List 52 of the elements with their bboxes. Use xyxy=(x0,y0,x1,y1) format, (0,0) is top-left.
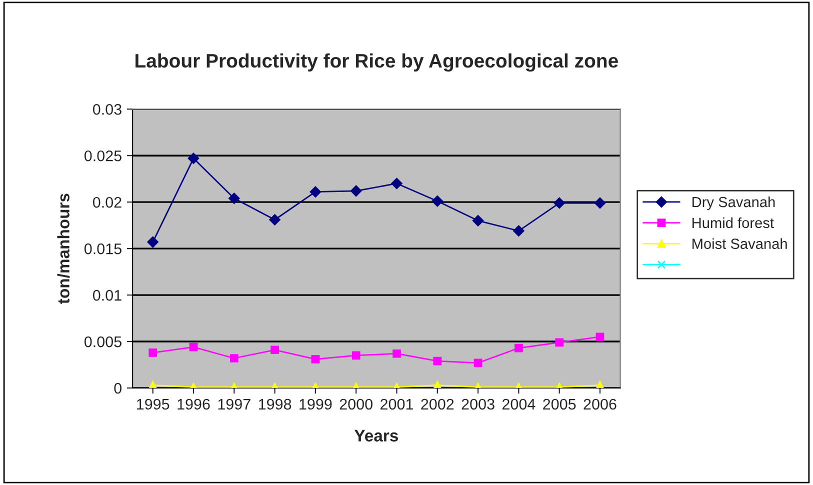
x-tick-label: 2006 xyxy=(584,398,616,410)
point xyxy=(596,332,604,342)
point xyxy=(432,196,443,207)
point xyxy=(433,381,442,388)
point xyxy=(433,356,442,366)
point xyxy=(352,351,360,360)
point xyxy=(554,197,565,209)
point xyxy=(310,186,322,198)
point xyxy=(311,355,320,364)
y-axis-title: ton/manhours xyxy=(57,194,70,304)
x-tick-label: 2000 xyxy=(340,398,372,410)
x-tick-label: 2005 xyxy=(543,398,576,410)
y-tick-label: 0.025 xyxy=(84,150,122,162)
point xyxy=(148,348,158,357)
point xyxy=(513,225,524,237)
point xyxy=(474,358,482,368)
point xyxy=(594,197,606,209)
x-tick-label: 1996 xyxy=(178,398,210,410)
point xyxy=(189,342,198,352)
x-tick-label: 2003 xyxy=(462,398,494,410)
y-tick-label: 0.01 xyxy=(92,290,122,301)
chart-title: Labour Productivity for Rice by Agroecological zone xyxy=(136,53,618,72)
point xyxy=(514,344,523,352)
y-tick-label: 0.015 xyxy=(84,243,122,254)
x-tick-label: 2001 xyxy=(380,398,413,410)
x-tick-label: 2004 xyxy=(502,398,536,410)
x-axis-title: Years xyxy=(354,430,398,442)
point xyxy=(596,381,604,388)
y-tick-label: 0.005 xyxy=(84,336,122,348)
x-tick-label: 1999 xyxy=(300,398,332,410)
point xyxy=(269,214,280,226)
point xyxy=(188,152,200,164)
point xyxy=(148,381,158,388)
x-tick-label: 2002 xyxy=(421,398,454,410)
point xyxy=(350,185,362,197)
point xyxy=(228,192,240,204)
point xyxy=(472,215,484,226)
legend-label: Humid forest xyxy=(692,217,774,228)
x-tick-label: 1997 xyxy=(218,398,250,410)
legend-label: Moist Savanah xyxy=(692,238,787,249)
y-tick-label: 0.03 xyxy=(92,104,122,115)
point xyxy=(555,338,564,347)
y-tick-label: 0 xyxy=(114,382,122,394)
point xyxy=(391,178,402,190)
legend-label: Dry Savanah xyxy=(692,196,775,210)
point xyxy=(147,236,158,248)
point xyxy=(270,346,279,354)
point xyxy=(392,349,401,358)
y-tick-label: 0.02 xyxy=(92,196,122,208)
x-tick-label: 1998 xyxy=(258,398,292,410)
x-tick-label: 1995 xyxy=(137,398,170,410)
point xyxy=(230,354,238,362)
